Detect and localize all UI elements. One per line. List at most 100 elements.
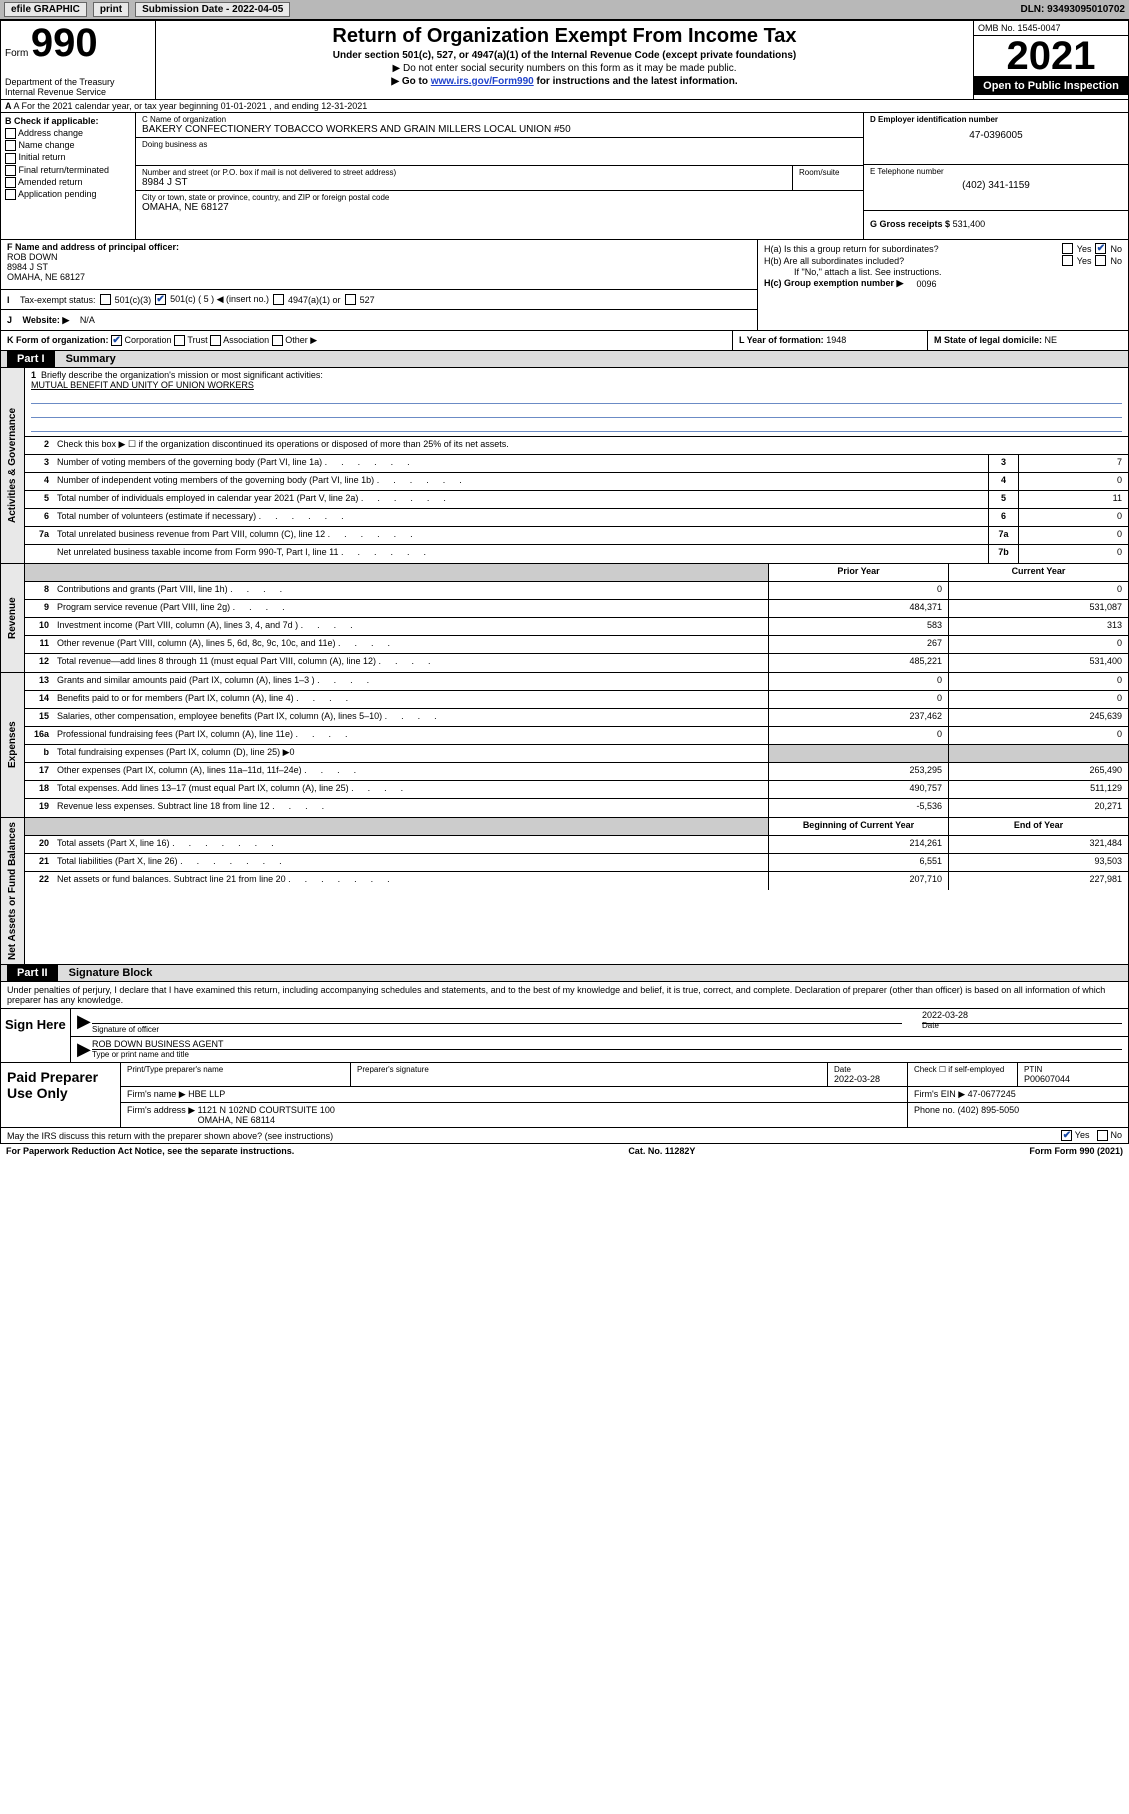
perjury-text: Under penalties of perjury, I declare th… bbox=[1, 982, 1128, 1009]
hb-no[interactable] bbox=[1095, 255, 1106, 266]
table-row: 9Program service revenue (Part VIII, lin… bbox=[25, 600, 1128, 618]
gross-receipts: 531,400 bbox=[953, 219, 986, 229]
open-inspection: Open to Public Inspection bbox=[974, 77, 1128, 95]
col-d: D Employer identification number 47-0396… bbox=[863, 113, 1128, 239]
sig-date: 2022-03-28 bbox=[922, 1010, 1122, 1020]
b-check[interactable] bbox=[5, 165, 16, 176]
hb-yes[interactable] bbox=[1062, 255, 1073, 266]
row-a-calendar: A A For the 2021 calendar year, or tax y… bbox=[0, 100, 1129, 113]
b-check[interactable] bbox=[5, 128, 16, 139]
check-501c[interactable]: ✔ bbox=[155, 294, 166, 305]
l-label: L Year of formation: bbox=[739, 335, 824, 345]
row-a-text: A For the 2021 calendar year, or tax yea… bbox=[14, 101, 368, 111]
check-527[interactable] bbox=[345, 294, 356, 305]
paperwork-notice: For Paperwork Reduction Act Notice, see … bbox=[6, 1146, 294, 1156]
form-number: 990 bbox=[31, 21, 98, 65]
org-name: BAKERY CONFECTIONERY TOBACCO WORKERS AND… bbox=[142, 124, 857, 135]
form-label: Form bbox=[5, 48, 28, 59]
sig-officer-label: Signature of officer bbox=[92, 1025, 159, 1034]
b-check[interactable] bbox=[5, 189, 16, 200]
sig-name-label: Type or print name and title bbox=[92, 1049, 1122, 1059]
table-row: 10Investment income (Part VIII, column (… bbox=[25, 618, 1128, 636]
date-label: Date bbox=[922, 1021, 939, 1030]
no-label: No bbox=[1110, 1130, 1122, 1140]
table-row: 22Net assets or fund balances. Subtract … bbox=[25, 872, 1128, 890]
form-subtitle: Under section 501(c), 527, or 4947(a)(1)… bbox=[162, 50, 967, 61]
prep-date-label: Date bbox=[834, 1065, 901, 1074]
officer-name: ROB DOWN bbox=[7, 252, 751, 262]
prep-name-label: Print/Type preparer's name bbox=[127, 1065, 344, 1074]
form-header: Form 990 Department of the Treasury Inte… bbox=[0, 19, 1129, 100]
firm-phone-label: Phone no. bbox=[914, 1105, 955, 1115]
governance-section: Activities & Governance 1 Briefly descri… bbox=[0, 368, 1129, 564]
form-note1: ▶ Do not enter social security numbers o… bbox=[162, 63, 967, 74]
expenses-section: Expenses 13Grants and similar amounts pa… bbox=[0, 673, 1129, 818]
ha-yes[interactable] bbox=[1062, 243, 1073, 254]
col-b: B Check if applicable: Address change Na… bbox=[1, 113, 136, 239]
table-row: 3Number of voting members of the governi… bbox=[25, 455, 1128, 473]
col-prior: Prior Year bbox=[768, 564, 948, 581]
phone-label: E Telephone number bbox=[870, 167, 1122, 176]
i-527: 527 bbox=[360, 295, 375, 305]
sig-name: ROB DOWN BUSINESS AGENT bbox=[92, 1039, 1122, 1049]
irs-link[interactable]: www.irs.gov/Form990 bbox=[431, 76, 534, 87]
b-check[interactable] bbox=[5, 177, 16, 188]
table-row: 4Number of independent voting members of… bbox=[25, 473, 1128, 491]
table-row: 11Other revenue (Part VIII, column (A), … bbox=[25, 636, 1128, 654]
k-trust: Trust bbox=[187, 335, 207, 345]
f-label: F Name and address of principal officer: bbox=[7, 242, 179, 252]
yes-label: Yes bbox=[1075, 1130, 1090, 1140]
prep-date: 2022-03-28 bbox=[834, 1074, 901, 1084]
b-check[interactable] bbox=[5, 140, 16, 151]
table-row: 17Other expenses (Part IX, column (A), l… bbox=[25, 763, 1128, 781]
officer-addr: 8984 J ST OMAHA, NE 68127 bbox=[7, 262, 751, 282]
prep-check: Check ☐ if self-employed bbox=[914, 1065, 1011, 1074]
col-current: Current Year bbox=[948, 564, 1128, 581]
i-501c: 501(c) ( 5 ) ◀ (insert no.) bbox=[170, 294, 269, 305]
form-note2: ▶ Go to www.irs.gov/Form990 for instruct… bbox=[162, 76, 967, 87]
table-row: bTotal fundraising expenses (Part IX, co… bbox=[25, 745, 1128, 763]
addr-label: Number and street (or P.O. box if mail i… bbox=[142, 168, 786, 177]
k-trust-check[interactable] bbox=[174, 335, 185, 346]
b-check[interactable] bbox=[5, 153, 16, 164]
table-row: 5Total number of individuals employed in… bbox=[25, 491, 1128, 509]
table-row: 15Salaries, other compensation, employee… bbox=[25, 709, 1128, 727]
check-501c3[interactable] bbox=[100, 294, 111, 305]
dln: DLN: 93493095010702 bbox=[1020, 4, 1125, 15]
ha-no[interactable]: ✔ bbox=[1095, 243, 1106, 254]
k-other-check[interactable] bbox=[272, 335, 283, 346]
form-title: Return of Organization Exempt From Incom… bbox=[162, 25, 967, 48]
city-state-zip: OMAHA, NE 68127 bbox=[142, 202, 857, 213]
ptin: P00607044 bbox=[1024, 1074, 1122, 1084]
room-label: Room/suite bbox=[799, 168, 857, 177]
side-governance: Activities & Governance bbox=[1, 368, 25, 563]
table-row: 12Total revenue—add lines 8 through 11 (… bbox=[25, 654, 1128, 672]
phone: (402) 341-1159 bbox=[870, 180, 1122, 191]
final-footer: For Paperwork Reduction Act Notice, see … bbox=[0, 1144, 1129, 1158]
k-corp-check[interactable]: ✔ bbox=[111, 335, 122, 346]
discuss-no[interactable] bbox=[1097, 1130, 1108, 1141]
k-corp: Corporation bbox=[125, 335, 172, 345]
hb-label: H(b) Are all subordinates included? bbox=[764, 256, 1058, 266]
street-address: 8984 J ST bbox=[142, 177, 786, 188]
m-val: NE bbox=[1045, 335, 1058, 345]
paid-preparer-label: Paid Preparer Use Only bbox=[1, 1063, 121, 1127]
k-label: K Form of organization: bbox=[7, 335, 109, 345]
col-eoy: End of Year bbox=[948, 818, 1128, 835]
check-4947[interactable] bbox=[273, 294, 284, 305]
prep-sig-label: Preparer's signature bbox=[357, 1065, 821, 1074]
table-row: 16aProfessional fundraising fees (Part I… bbox=[25, 727, 1128, 745]
signature-block: Under penalties of perjury, I declare th… bbox=[0, 982, 1129, 1063]
table-row: 18Total expenses. Add lines 13–17 (must … bbox=[25, 781, 1128, 799]
discuss-yes[interactable]: ✔ bbox=[1061, 1130, 1072, 1141]
sign-here: Sign Here bbox=[1, 1009, 71, 1062]
discuss-row: May the IRS discuss this return with the… bbox=[0, 1128, 1129, 1144]
table-row: Net unrelated business taxable income fr… bbox=[25, 545, 1128, 563]
k-assoc-check[interactable] bbox=[210, 335, 221, 346]
col-c: C Name of organization BAKERY CONFECTION… bbox=[136, 113, 863, 239]
gross-label: G Gross receipts $ bbox=[870, 219, 950, 229]
print-button[interactable]: print bbox=[93, 2, 129, 17]
q1-label: Briefly describe the organization's miss… bbox=[41, 370, 323, 380]
j-label: Website: ▶ bbox=[23, 315, 70, 326]
k-assoc: Association bbox=[223, 335, 269, 345]
